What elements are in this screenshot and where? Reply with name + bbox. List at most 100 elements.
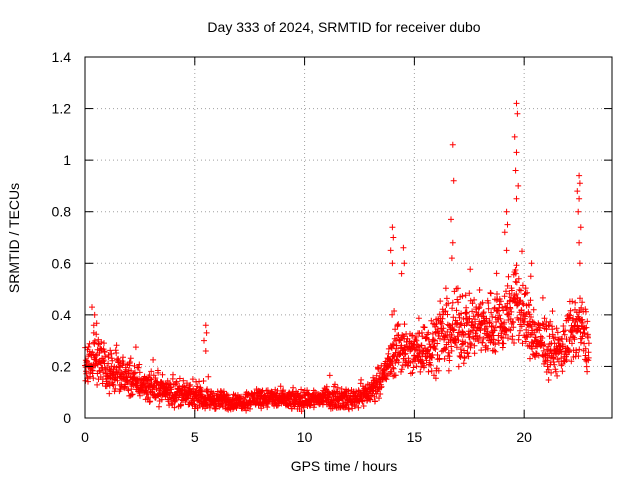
data-point: [126, 359, 133, 365]
data-point: [535, 352, 542, 359]
data-point: [470, 313, 477, 320]
data-point: [496, 301, 503, 308]
data-point: [92, 352, 99, 359]
data-point: [480, 309, 487, 316]
data-point: [90, 329, 97, 336]
data-point: [488, 323, 495, 330]
data-point: [100, 357, 107, 364]
data-point: [531, 329, 538, 336]
data-point: [545, 366, 552, 373]
data-point: [277, 383, 284, 390]
data-point: [389, 224, 396, 231]
data-point: [539, 320, 546, 327]
data-point: [168, 386, 175, 393]
data-point: [378, 383, 385, 390]
data-point: [476, 304, 483, 311]
data-point: [585, 349, 592, 356]
data-point: [579, 299, 586, 306]
data-point: [395, 321, 402, 328]
data-point: [202, 348, 209, 354]
data-point: [500, 340, 507, 347]
data-point: [471, 296, 478, 303]
data-point: [148, 368, 155, 375]
data-point: [528, 314, 534, 320]
data-point: [432, 329, 439, 336]
data-point: [471, 342, 478, 349]
data-point: [516, 332, 522, 339]
data-point: [582, 352, 589, 359]
data-point: [454, 285, 461, 292]
data-point: [573, 349, 580, 356]
data-point: [582, 345, 589, 352]
data-point: [419, 333, 426, 340]
data-point: [416, 346, 423, 353]
data-point: [194, 383, 201, 390]
data-point: [136, 369, 143, 376]
data-point: [469, 308, 476, 315]
data-point: [503, 247, 510, 254]
data-point: [527, 331, 534, 338]
x-tick-label: 0: [81, 429, 89, 445]
data-point: [520, 309, 527, 316]
data-point: [391, 308, 398, 314]
data-point: [524, 334, 531, 341]
data-point: [442, 285, 449, 292]
data-point: [98, 339, 105, 345]
data-point: [551, 361, 558, 368]
data-point: [528, 260, 535, 267]
data-point: [171, 404, 178, 411]
data-point: [398, 270, 405, 277]
data-point: [491, 347, 498, 354]
data-point: [467, 266, 474, 273]
data-point: [352, 403, 358, 410]
data-point: [445, 300, 452, 307]
data-point: [436, 355, 443, 362]
data-point: [502, 331, 509, 338]
data-point: [201, 337, 207, 344]
plot-frame: [84, 56, 613, 419]
data-point: [173, 378, 180, 385]
data-point: [570, 315, 577, 322]
data-point: [513, 262, 520, 269]
y-tick-label: 0.6: [52, 255, 72, 271]
data-point: [113, 342, 120, 349]
data-point: [395, 359, 402, 366]
data-point: [390, 341, 397, 348]
data-point: [574, 188, 581, 195]
data-point: [264, 387, 271, 394]
data-point: [549, 308, 556, 315]
data-point: [117, 386, 124, 393]
data-points: [82, 100, 592, 415]
data-point: [541, 341, 548, 348]
data-point: [389, 311, 396, 318]
data-point: [487, 290, 494, 297]
data-point: [584, 318, 591, 325]
data-point: [180, 377, 187, 384]
data-point: [304, 387, 311, 394]
data-point: [518, 323, 525, 330]
data-point: [450, 177, 457, 184]
data-point: [91, 338, 98, 344]
data-point: [434, 340, 441, 347]
data-point: [110, 382, 117, 389]
data-point: [491, 327, 498, 334]
data-point: [554, 329, 561, 336]
data-point: [223, 391, 230, 398]
data-point: [517, 327, 523, 334]
data-point: [189, 376, 196, 383]
data-point: [512, 167, 519, 174]
data-point: [129, 391, 136, 398]
data-point: [147, 376, 154, 383]
data-point: [332, 381, 338, 388]
data-point: [440, 325, 447, 332]
data-point: [461, 347, 467, 354]
x-tick-label: 15: [407, 429, 423, 445]
data-point: [428, 317, 435, 324]
data-point: [399, 332, 406, 338]
data-point: [107, 347, 114, 354]
data-point: [423, 357, 430, 364]
data-point: [150, 356, 157, 363]
data-point: [437, 335, 443, 342]
data-point: [389, 260, 396, 267]
y-axis-label: SRMTID / TECUs: [6, 183, 22, 293]
